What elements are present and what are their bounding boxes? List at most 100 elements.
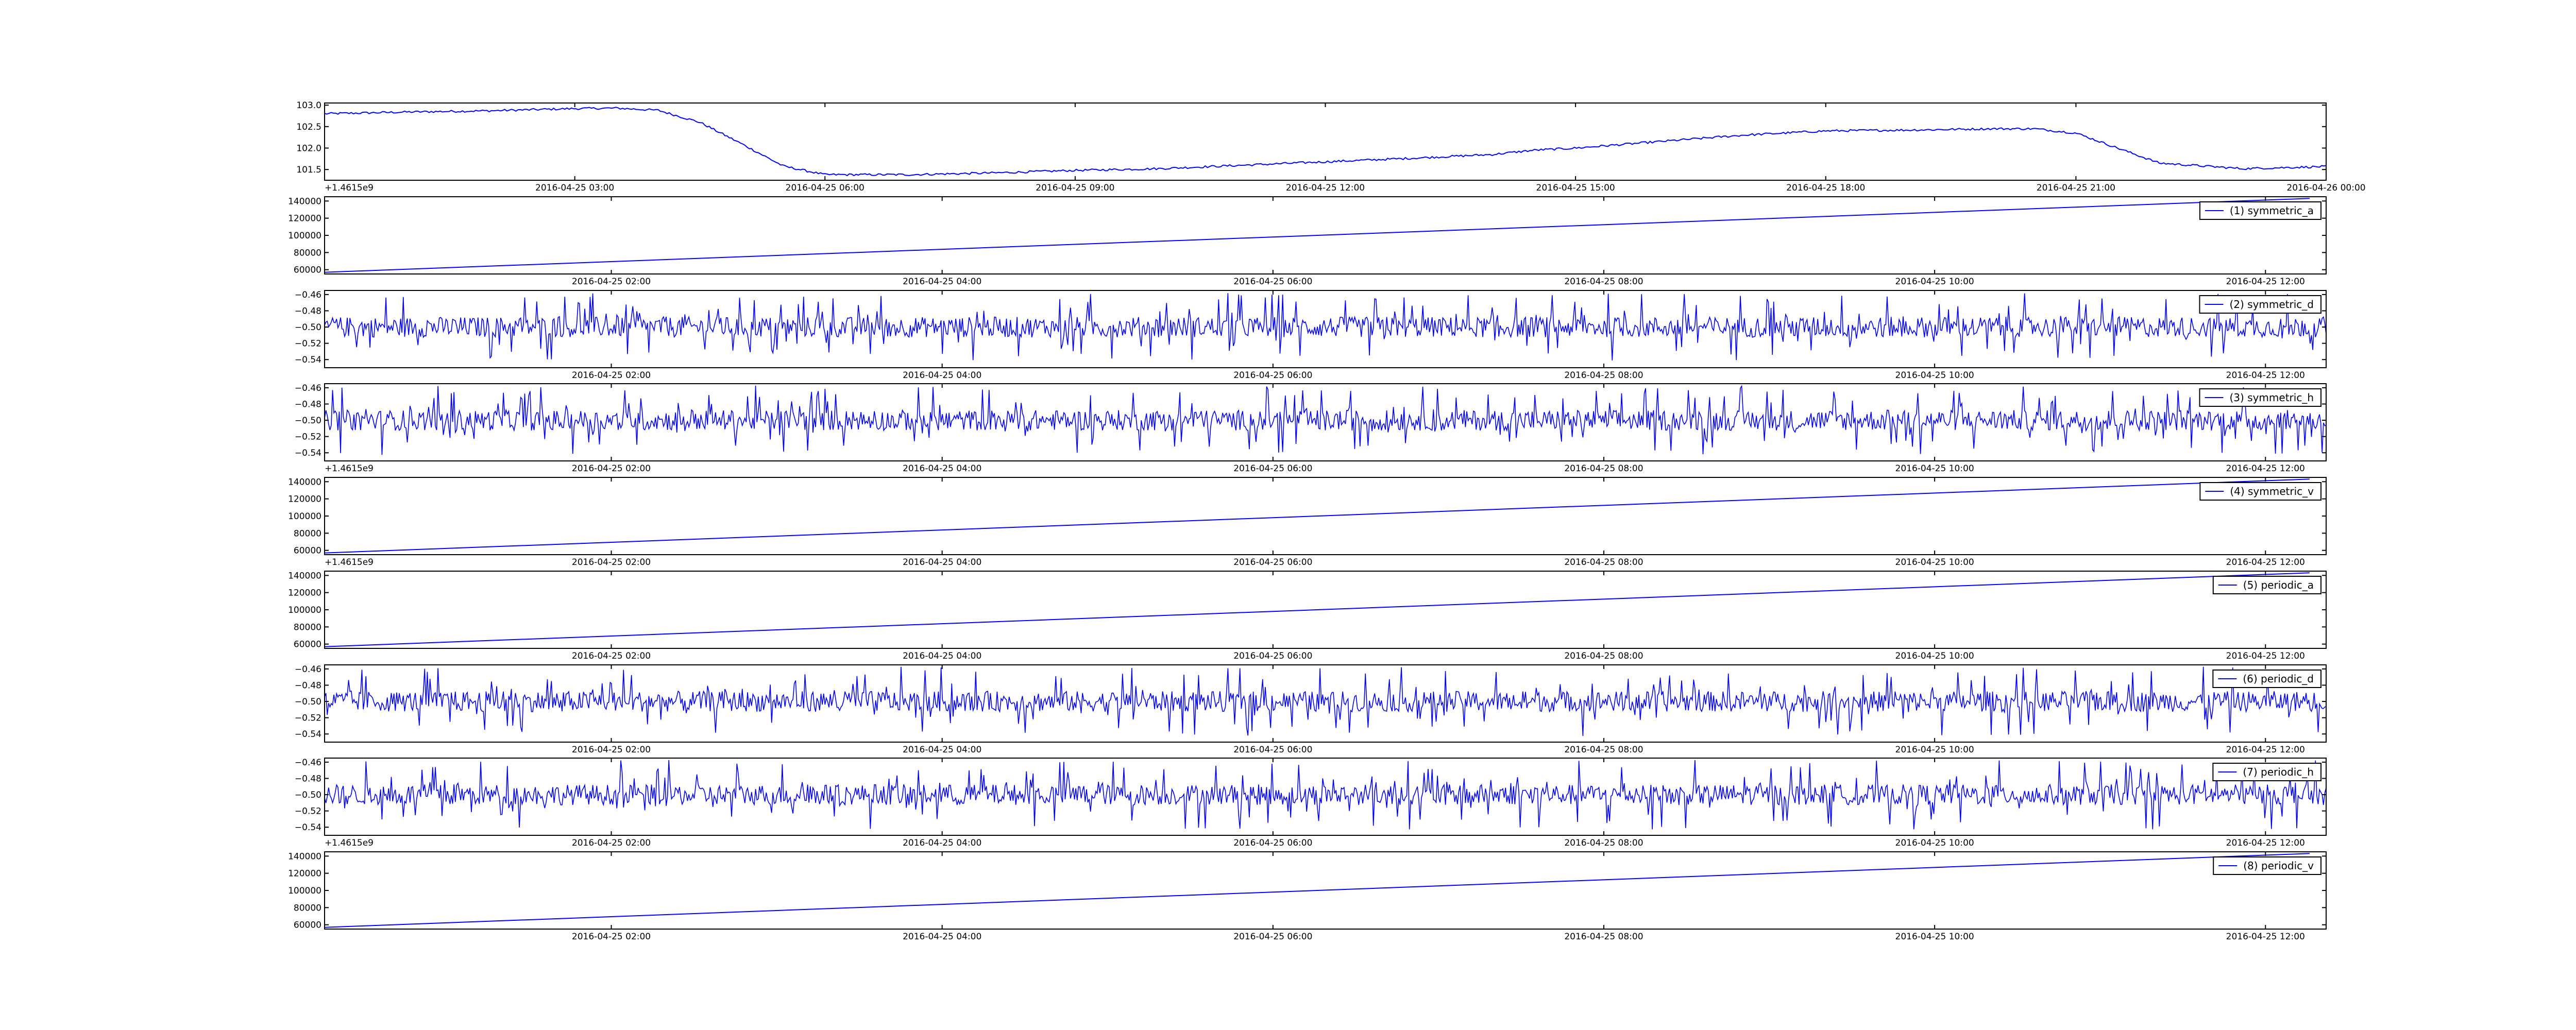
y-tick-label: −0.50 xyxy=(295,322,321,333)
y-tick-label: −0.46 xyxy=(295,383,321,393)
y-tick-label: 100000 xyxy=(288,511,321,522)
series-line-7 xyxy=(325,666,2326,736)
y-tick-label: 80000 xyxy=(294,622,321,632)
series-line-1 xyxy=(325,107,2326,177)
x-tick-label: 2016-04-25 12:00 xyxy=(2226,651,2305,661)
legend: (2) symmetric_d xyxy=(2199,295,2321,314)
legend-label: (2) symmetric_d xyxy=(2229,298,2314,311)
x-tick-label: 2016-04-25 10:00 xyxy=(1895,745,1974,755)
legend-label: (4) symmetric_v xyxy=(2230,485,2314,497)
x-tick-label: 2016-04-25 18:00 xyxy=(1786,183,1865,193)
axes-frame xyxy=(324,664,2327,743)
x-tick-label: 2016-04-25 02:00 xyxy=(572,745,651,755)
x-tick-label: 2016-04-25 02:00 xyxy=(572,932,651,942)
subplot-7: −0.46 −0.48 −0.50 −0.52 −0.54 2016-04-25 02:0… xyxy=(295,664,2327,755)
y-tick-label: 60000 xyxy=(294,265,321,276)
x-tick-label: 2016-04-25 04:00 xyxy=(903,651,981,661)
y-tick-label: 120000 xyxy=(288,869,321,879)
x-tick-label: 2016-04-25 21:00 xyxy=(2037,183,2115,193)
y-tick-label: 80000 xyxy=(294,248,321,258)
y-tick-label: 100000 xyxy=(288,231,321,241)
x-tick-label: 2016-04-26 00:00 xyxy=(2286,183,2365,193)
x-tick-label: 2016-04-25 02:00 xyxy=(572,464,651,474)
subplot-3: −0.46 −0.48 −0.50 −0.52 −0.54 2016-04-25 02:0… xyxy=(295,290,2327,381)
x-tick-label: 2016-04-25 06:00 xyxy=(1233,838,1312,848)
y-tick-label: 103.0 xyxy=(296,100,321,111)
legend: (8) periodic_v xyxy=(2213,856,2321,875)
series-line-6 xyxy=(325,572,2310,647)
x-tick-label: 2016-04-25 04:00 xyxy=(903,370,981,381)
legend: (7) periodic_h xyxy=(2212,763,2321,781)
x-tick-label: 2016-04-25 08:00 xyxy=(1564,464,1643,474)
y-tick-label: −0.46 xyxy=(295,664,321,675)
x-tick-label: 2016-04-25 06:00 xyxy=(1233,557,1312,568)
legend-label: (3) symmetric_h xyxy=(2229,391,2314,404)
x-tick-label: 2016-04-25 08:00 xyxy=(1564,557,1643,568)
y-tick-label: 140000 xyxy=(288,196,321,207)
x-tick-label: 2016-04-25 08:00 xyxy=(1564,370,1643,381)
x-tick-label: 2016-04-25 12:00 xyxy=(2226,932,2305,942)
x-tick-label: 2016-04-25 02:00 xyxy=(572,557,651,568)
y-tick-label: −0.52 xyxy=(295,806,321,817)
x-tick-label: 2016-04-25 04:00 xyxy=(903,277,981,287)
y-tick-label: 102.5 xyxy=(296,122,321,132)
y-tick-label: 80000 xyxy=(294,903,321,913)
subplot-6: 140000 120000 100000 80000 60000 2016-04-25 0… xyxy=(288,571,2327,661)
y-tick-label: −0.50 xyxy=(295,790,321,800)
x-tick-label: 2016-04-25 12:00 xyxy=(2226,838,2305,848)
legend-label: (5) periodic_a xyxy=(2243,579,2314,591)
y-tick-label: −0.50 xyxy=(295,697,321,707)
subplot-2: 140000 120000 100000 80000 60000 2016-04-25 0… xyxy=(288,196,2327,287)
legend-label: (7) periodic_h xyxy=(2243,766,2314,778)
y-tick-label: −0.48 xyxy=(295,680,321,691)
x-offset-label: +1.4615e9 xyxy=(325,183,374,193)
legend: (5) periodic_a xyxy=(2212,576,2321,594)
x-tick-label: 2016-04-25 10:00 xyxy=(1895,277,1974,287)
y-tick-label: −0.46 xyxy=(295,758,321,768)
y-tick-label: −0.48 xyxy=(295,306,321,316)
x-tick-label: 2016-04-25 06:00 xyxy=(1233,277,1312,287)
x-tick-label: 2016-04-25 06:00 xyxy=(1233,651,1312,661)
x-tick-label: 2016-04-25 02:00 xyxy=(572,838,651,848)
x-tick-label: 2016-04-25 02:00 xyxy=(572,651,651,661)
legend-label: (1) symmetric_a xyxy=(2230,204,2314,217)
subplot-8: −0.46 −0.48 −0.50 −0.52 −0.54 2016-04-25 02:0… xyxy=(295,758,2327,848)
y-tick-label: 60000 xyxy=(294,920,321,931)
x-offset-label: +1.4615e9 xyxy=(325,557,374,568)
y-tick-label: −0.52 xyxy=(295,432,321,442)
legend: (6) periodic_d xyxy=(2212,670,2321,688)
y-tick-label: 140000 xyxy=(288,851,321,862)
y-tick-label: −0.48 xyxy=(295,774,321,784)
y-tick-label: 102.0 xyxy=(296,144,321,154)
y-tick-label: −0.46 xyxy=(295,290,321,300)
x-tick-label: 2016-04-25 10:00 xyxy=(1895,651,1974,661)
x-tick-label: 2016-04-25 08:00 xyxy=(1564,838,1643,848)
legend-label: (8) periodic_v xyxy=(2243,860,2314,872)
x-offset-label: +1.4615e9 xyxy=(325,838,374,848)
x-tick-label: 2016-04-25 04:00 xyxy=(903,838,981,848)
y-tick-label: −0.50 xyxy=(295,416,321,426)
x-tick-label: 2016-04-25 12:00 xyxy=(2226,745,2305,755)
y-tick-label: 120000 xyxy=(288,214,321,224)
x-tick-label: 2016-04-25 10:00 xyxy=(1895,370,1974,381)
y-tick-label: −0.54 xyxy=(295,355,321,365)
series-line-9 xyxy=(325,853,2310,928)
series-line-8 xyxy=(325,760,2326,830)
x-tick-label: 2016-04-25 06:00 xyxy=(1233,932,1312,942)
x-tick-label: 2016-04-25 12:00 xyxy=(1286,183,1365,193)
subplot-9: 140000 120000 100000 80000 60000 2016-04-25 0… xyxy=(288,851,2327,942)
y-tick-label: −0.54 xyxy=(295,822,321,833)
legend: (3) symmetric_h xyxy=(2199,388,2321,407)
legend-label: (6) periodic_d xyxy=(2243,673,2314,685)
y-tick-label: 60000 xyxy=(294,546,321,556)
x-tick-label: 2016-04-25 15:00 xyxy=(1536,183,1615,193)
axes-frame xyxy=(324,758,2327,836)
x-tick-label: 2016-04-25 03:00 xyxy=(535,183,614,193)
x-tick-label: 2016-04-25 10:00 xyxy=(1895,464,1974,474)
x-tick-label: 2016-04-25 12:00 xyxy=(2226,464,2305,474)
y-tick-label: −0.54 xyxy=(295,729,321,740)
y-tick-label: −0.54 xyxy=(295,448,321,458)
subplot-4: −0.46 −0.48 −0.50 −0.52 −0.54 2016-04-25 02:0… xyxy=(295,383,2327,474)
legend: (1) symmetric_a xyxy=(2199,201,2321,220)
